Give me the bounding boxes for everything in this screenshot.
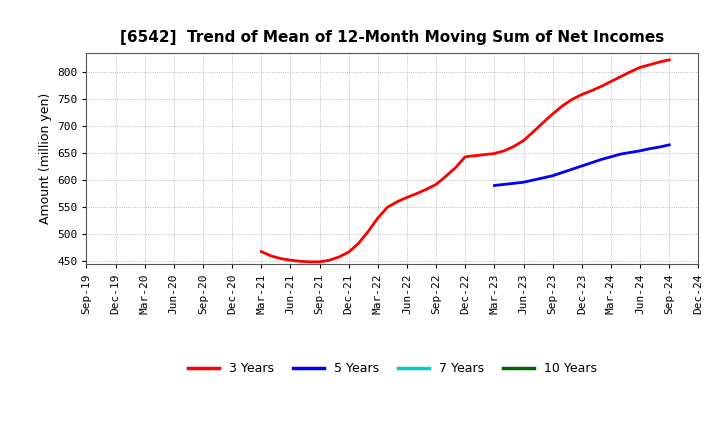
Legend: 3 Years, 5 Years, 7 Years, 10 Years: 3 Years, 5 Years, 7 Years, 10 Years bbox=[183, 357, 602, 380]
Y-axis label: Amount (million yen): Amount (million yen) bbox=[39, 93, 52, 224]
Title: [6542]  Trend of Mean of 12-Month Moving Sum of Net Incomes: [6542] Trend of Mean of 12-Month Moving … bbox=[120, 29, 665, 45]
